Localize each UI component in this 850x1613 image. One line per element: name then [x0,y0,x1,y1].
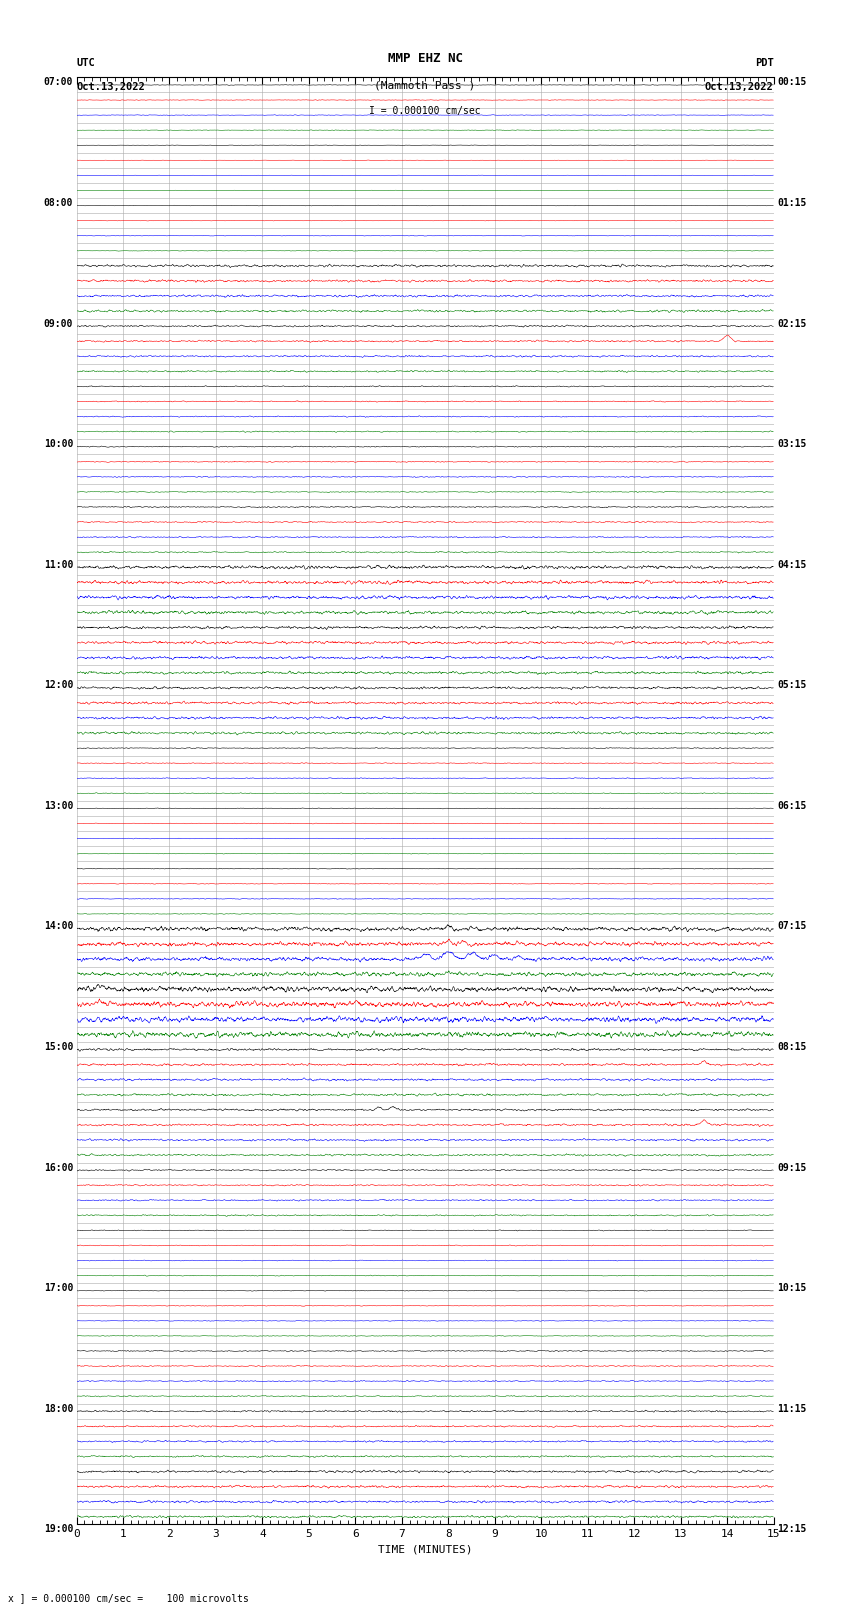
Text: MMP EHZ NC: MMP EHZ NC [388,52,462,65]
Text: 04:15: 04:15 [777,560,807,569]
Text: 11:00: 11:00 [43,560,73,569]
X-axis label: TIME (MINUTES): TIME (MINUTES) [377,1545,473,1555]
Text: I = 0.000100 cm/sec: I = 0.000100 cm/sec [369,106,481,116]
Text: 17:00: 17:00 [43,1284,73,1294]
Text: 10:15: 10:15 [777,1284,807,1294]
Text: 16:00: 16:00 [43,1163,73,1173]
Text: 00:15: 00:15 [777,77,807,87]
Text: 01:15: 01:15 [777,198,807,208]
Text: 07:15: 07:15 [777,921,807,931]
Text: 06:15: 06:15 [777,802,807,811]
Text: PDT: PDT [755,58,774,68]
Text: UTC: UTC [76,58,95,68]
Text: Oct.13,2022: Oct.13,2022 [76,82,145,92]
Text: 12:00: 12:00 [43,681,73,690]
Text: 05:15: 05:15 [777,681,807,690]
Text: 02:15: 02:15 [777,319,807,329]
Text: 03:15: 03:15 [777,439,807,448]
Text: 08:00: 08:00 [43,198,73,208]
Text: 15:00: 15:00 [43,1042,73,1052]
Text: 09:00: 09:00 [43,319,73,329]
Text: 18:00: 18:00 [43,1403,73,1413]
Text: (Mammoth Pass ): (Mammoth Pass ) [374,81,476,90]
Text: 19:00: 19:00 [43,1524,73,1534]
Text: 14:00: 14:00 [43,921,73,931]
Text: 12:15: 12:15 [777,1524,807,1534]
Text: 11:15: 11:15 [777,1403,807,1413]
Text: Oct.13,2022: Oct.13,2022 [705,82,774,92]
Text: 10:00: 10:00 [43,439,73,448]
Text: 07:00: 07:00 [43,77,73,87]
Text: x ] = 0.000100 cm/sec =    100 microvolts: x ] = 0.000100 cm/sec = 100 microvolts [8,1594,249,1603]
Text: 09:15: 09:15 [777,1163,807,1173]
Text: 13:00: 13:00 [43,802,73,811]
Text: 08:15: 08:15 [777,1042,807,1052]
